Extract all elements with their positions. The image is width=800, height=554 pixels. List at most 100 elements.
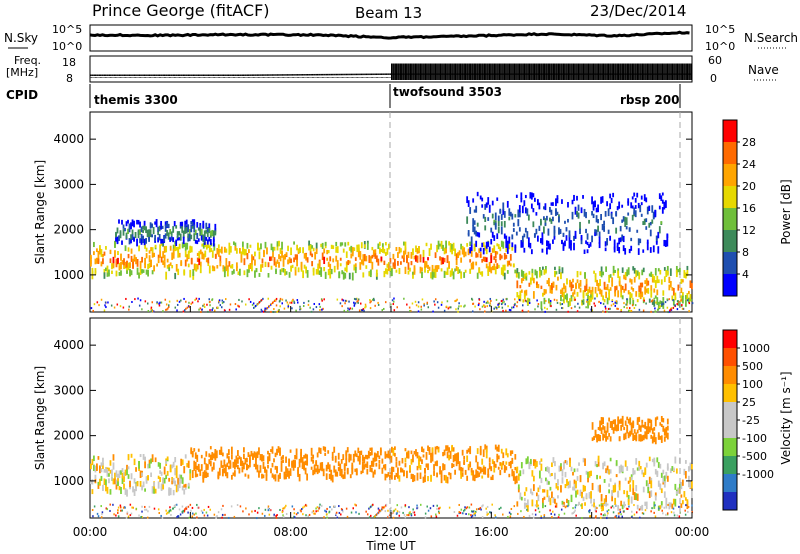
power-cell: [443, 257, 446, 263]
power-cell: [176, 233, 179, 239]
velocity-cell: [333, 465, 336, 473]
velocity-cell: [537, 507, 540, 510]
nave-bar: [516, 63, 518, 80]
velocity-cell: [141, 485, 143, 491]
power-cell: [514, 214, 517, 218]
power-cell: [154, 221, 157, 225]
power-cell: [630, 309, 633, 312]
velocity-cell: [331, 456, 334, 461]
power-cell: [637, 248, 640, 255]
power-cell: [485, 257, 488, 263]
power-cell: [131, 219, 134, 227]
power-cell: [457, 252, 460, 259]
velocity-cell: [525, 505, 528, 508]
velocity-cell: [112, 478, 115, 485]
power-cell: [315, 242, 318, 251]
freq-point: [368, 73, 370, 76]
velocity-cell: [403, 513, 406, 516]
nave-point: [280, 77, 282, 78]
freq-point: [365, 73, 368, 76]
velocity-cell: [522, 469, 525, 475]
velocity-cell: [339, 463, 342, 471]
velocity-cell: [534, 509, 537, 512]
nave-point: [161, 77, 163, 78]
velocity-cell: [343, 464, 346, 472]
power-cell: [275, 261, 277, 268]
velocity-cell: [639, 434, 642, 442]
velocity-cell: [124, 488, 127, 495]
power-cell: [666, 233, 669, 240]
velocity-cell: [178, 474, 181, 482]
velocity-cell: [479, 506, 482, 509]
power-cell: [579, 228, 581, 235]
power-cell: [137, 219, 140, 225]
nave-bar: [555, 63, 557, 80]
power-cell: [502, 208, 505, 215]
velocity-cell: [538, 460, 541, 465]
power-cell: [610, 197, 613, 204]
velocity-cell: [112, 503, 114, 506]
power-cell: [572, 292, 574, 297]
power-cell: [653, 276, 656, 283]
velocity-cell: [582, 484, 585, 492]
velocity-cell: [590, 470, 592, 476]
power-cell: [653, 297, 655, 300]
velocity-cell: [573, 511, 575, 514]
power-cell: [144, 257, 146, 265]
freq-point: [281, 74, 284, 76]
power-cell: [305, 253, 308, 261]
power-cell: [158, 234, 161, 241]
power-cell: [657, 246, 660, 254]
velocity-cell: [650, 434, 653, 439]
velocity-cell: [352, 458, 355, 463]
power-cell: [144, 262, 146, 269]
nave-bar: [491, 63, 493, 80]
power-cell: [615, 286, 618, 290]
velocity-cell: [528, 461, 531, 469]
power-cell: [579, 280, 582, 287]
power-cell: [576, 270, 579, 278]
freq-point: [150, 74, 152, 76]
nave-point: [160, 77, 162, 78]
velocity-cell: [135, 467, 137, 472]
power-cell: [287, 245, 289, 252]
power-cell: [348, 247, 351, 251]
velocity-cell: [657, 434, 660, 440]
colorbar-swatch: [723, 456, 737, 474]
power-cell: [454, 300, 456, 303]
velocity-cell: [308, 513, 311, 516]
velocity-cell: [532, 516, 535, 519]
power-cell: [296, 254, 298, 262]
power-cell: [481, 204, 484, 208]
velocity-cell: [127, 515, 130, 518]
velocity-cell: [605, 435, 608, 442]
power-cell: [674, 304, 676, 307]
power-cell: [457, 310, 459, 313]
velocity-cell: [572, 486, 574, 491]
power-cell: [267, 262, 270, 268]
velocity-cell: [275, 516, 278, 519]
velocity-cell: [614, 497, 617, 506]
power-cell: [442, 244, 444, 251]
freq-point: [135, 74, 137, 76]
velocity-cell: [127, 454, 130, 461]
power-cell: [600, 289, 603, 297]
velocity-cell: [491, 503, 493, 506]
power-cell: [627, 201, 630, 206]
power-cell: [501, 303, 503, 306]
power-cell: [537, 305, 539, 308]
velocity-cell: [437, 510, 440, 513]
velocity-cell: [416, 504, 418, 507]
nave-bar: [550, 63, 552, 80]
velocity-cell: [451, 463, 453, 469]
velocity-cell: [510, 513, 512, 516]
velocity-cell: [288, 470, 290, 479]
velocity-cell: [171, 464, 174, 469]
nave-point: [137, 77, 139, 78]
velocity-cell: [612, 511, 615, 514]
velocity-cell: [506, 453, 509, 458]
power-cell: [544, 222, 547, 226]
nave-bar: [528, 63, 531, 80]
power-cell: [221, 299, 224, 302]
power-cell: [389, 265, 392, 273]
